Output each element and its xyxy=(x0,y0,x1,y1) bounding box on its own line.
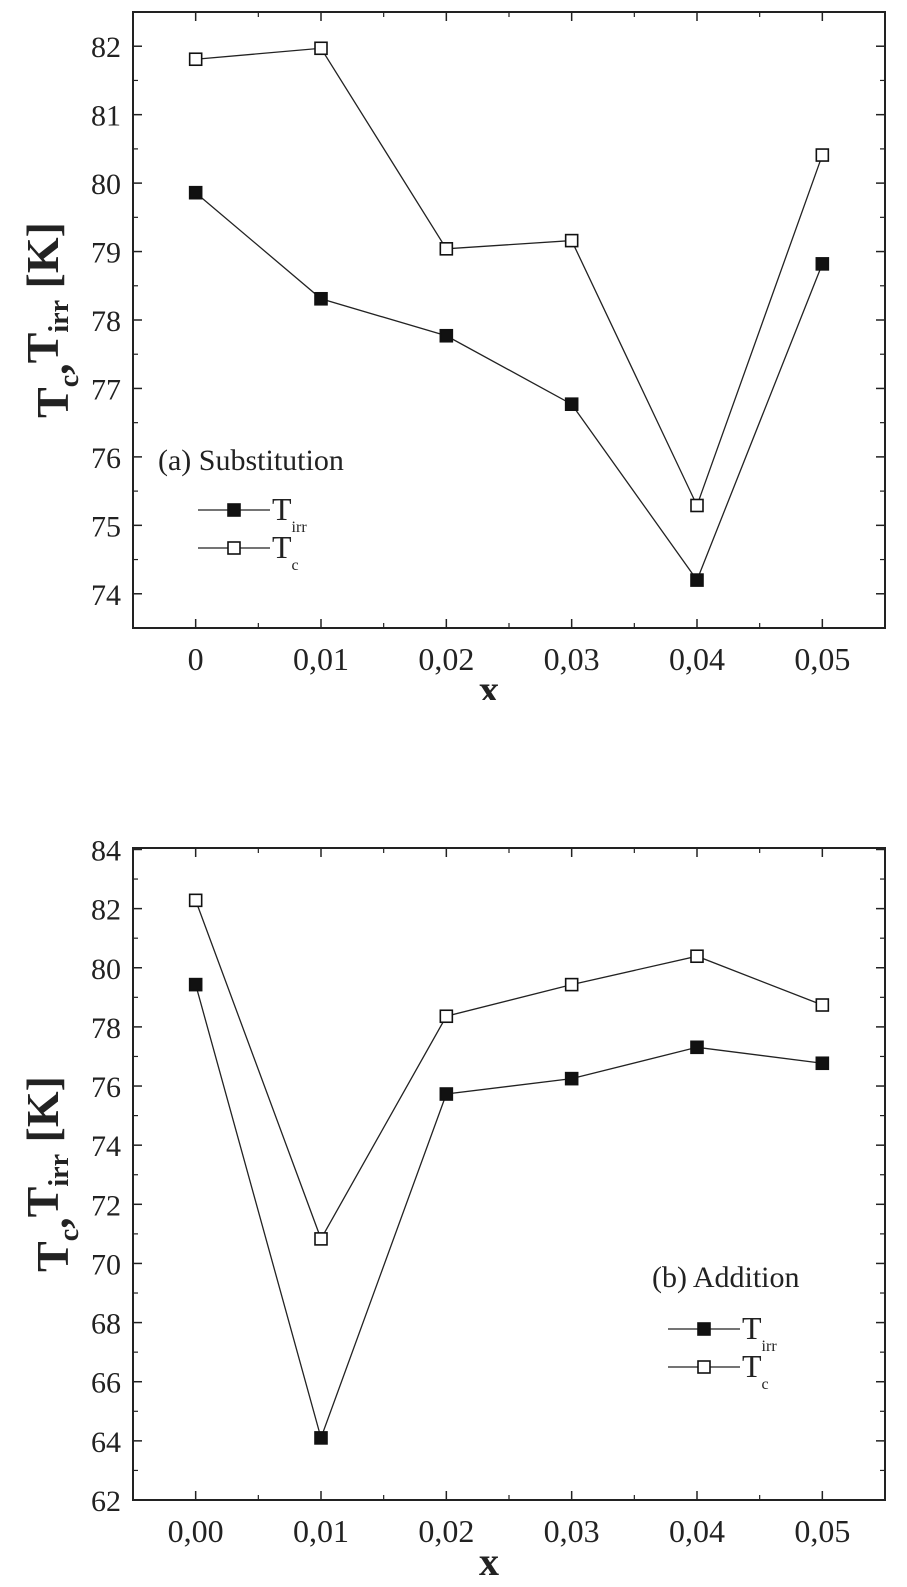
data-point-c xyxy=(815,998,830,1012)
y-tick-label: 78 xyxy=(91,305,121,338)
data-point-c xyxy=(439,242,454,256)
y-axis-label: Tc,Tirr [K] xyxy=(17,222,85,418)
x-tick-label: 0 xyxy=(188,641,204,677)
y-axis-label-main1: T xyxy=(27,387,78,418)
chart-addition: 0,00 0,01 0,02 0,03 0,04 0,05 62 64 66 68 70 72 74 76… xyxy=(17,837,886,1584)
y-axis-label-sep: , xyxy=(27,363,78,375)
data-point-c xyxy=(690,498,704,513)
x-tick-label: 0,01 xyxy=(293,1513,349,1549)
x-tick-label: 0,05 xyxy=(794,641,850,677)
legend-label-sub: c xyxy=(762,1376,769,1393)
x-tick-label: 0,00 xyxy=(168,1513,224,1549)
data-point-irr xyxy=(815,257,830,271)
y-tick-label: 70 xyxy=(91,1248,121,1281)
legend-label-main: T xyxy=(742,1348,762,1384)
y-axis-label-main2: T xyxy=(17,333,68,364)
data-point-irr xyxy=(690,1040,704,1055)
data-point-irr xyxy=(439,328,454,343)
y-tick-label: 74 xyxy=(91,1130,121,1163)
x-tick-label: 0,04 xyxy=(669,641,725,677)
data-point-irr xyxy=(188,185,203,200)
legend-label: Tc xyxy=(742,1348,769,1393)
legend-label-main: T xyxy=(742,1310,762,1346)
y-tick-label: 74 xyxy=(91,579,121,612)
legend-label: Tc xyxy=(272,529,299,574)
chart-substitution: 0 0,01 0,02 0,03 0,04 0,05 74 75 76 77 78 79 80 81 82 x… xyxy=(17,11,886,700)
x-tick-label: 0,04 xyxy=(669,1513,725,1549)
y-axis-label-unit: [K] xyxy=(17,222,68,300)
y-axis-label-main2: T xyxy=(17,1187,68,1218)
legend-label-sub: irr xyxy=(292,519,308,536)
y-axis-label-unit: [K] xyxy=(17,1076,68,1154)
series-line-c xyxy=(195,900,823,1241)
y-tick-label: 72 xyxy=(91,1189,121,1222)
data-point-irr xyxy=(439,1087,454,1101)
y-axis-label-main1: T xyxy=(27,1241,78,1272)
data-point-c xyxy=(815,148,830,162)
data-point-irr xyxy=(690,573,704,587)
data-point-c xyxy=(314,41,328,56)
legend-marker xyxy=(227,541,241,555)
data-point-irr xyxy=(188,977,203,992)
data-point-irr xyxy=(564,1071,579,1086)
legend-label-main: T xyxy=(272,491,292,527)
y-tick-label: 77 xyxy=(91,373,121,406)
plot-frame xyxy=(132,847,886,1501)
y-axis-label-sub2: irr xyxy=(44,1154,75,1187)
data-point-irr xyxy=(314,1431,328,1445)
y-tick-label: 68 xyxy=(91,1308,121,1341)
x-tick-label: 0,02 xyxy=(418,641,474,677)
data-point-c xyxy=(188,893,203,908)
y-tick-label: 79 xyxy=(91,237,121,270)
y-tick-label: 64 xyxy=(91,1426,121,1459)
y-axis-label-sub1: c xyxy=(54,375,85,387)
legend-marker xyxy=(697,1322,711,1336)
y-axis-label-sep: , xyxy=(27,1217,78,1229)
y-tick-label: 82 xyxy=(91,31,121,64)
data-point-irr xyxy=(815,1056,830,1071)
y-tick-label: 78 xyxy=(91,1012,121,1045)
data-point-c xyxy=(564,233,579,248)
data-point-c xyxy=(690,949,704,964)
x-axis-label: x xyxy=(479,1539,499,1584)
y-tick-label: 80 xyxy=(91,953,121,986)
y-tick-label: 80 xyxy=(91,168,121,201)
series-line-c xyxy=(195,47,823,508)
legend-marker xyxy=(697,1360,711,1374)
x-tick-label: 0,05 xyxy=(794,1513,850,1549)
legend-label: Tirr xyxy=(272,491,307,536)
x-axis-label: x xyxy=(479,667,499,700)
legend-label-main: T xyxy=(272,529,292,565)
y-tick-label: 75 xyxy=(91,510,121,543)
legend-label-sub: c xyxy=(292,557,299,574)
data-point-c xyxy=(314,1232,328,1246)
y-tick-label: 76 xyxy=(91,442,121,475)
legend-label: Tirr xyxy=(742,1310,777,1355)
y-axis-label-sub2: irr xyxy=(44,300,75,333)
legend-marker xyxy=(227,503,241,517)
chart-annotation: (b) Addition xyxy=(652,1261,800,1294)
y-tick-label: 84 xyxy=(91,837,121,867)
y-tick-label: 81 xyxy=(91,100,121,133)
chart-annotation: (a) Substitution xyxy=(158,444,344,477)
y-tick-label: 76 xyxy=(91,1071,121,1104)
x-tick-label: 0,03 xyxy=(544,1513,600,1549)
plot-frame xyxy=(132,11,886,629)
x-tick-label: 0,02 xyxy=(418,1513,474,1549)
series-line-irr xyxy=(195,984,823,1441)
y-axis-label-sub1: c xyxy=(54,1229,85,1241)
data-point-c xyxy=(188,52,203,67)
x-tick-label: 0,03 xyxy=(544,641,600,677)
y-tick-label: 62 xyxy=(91,1485,121,1518)
y-tick-label: 82 xyxy=(91,894,121,927)
y-axis-label: Tc,Tirr [K] xyxy=(17,1076,85,1272)
data-point-irr xyxy=(564,397,579,411)
legend-label-sub: irr xyxy=(762,1338,778,1355)
data-point-irr xyxy=(314,291,328,306)
data-point-c xyxy=(439,1009,454,1024)
data-point-c xyxy=(564,977,579,992)
y-tick-label: 66 xyxy=(91,1367,121,1400)
series-line-irr xyxy=(195,192,823,582)
x-tick-label: 0,01 xyxy=(293,641,349,677)
